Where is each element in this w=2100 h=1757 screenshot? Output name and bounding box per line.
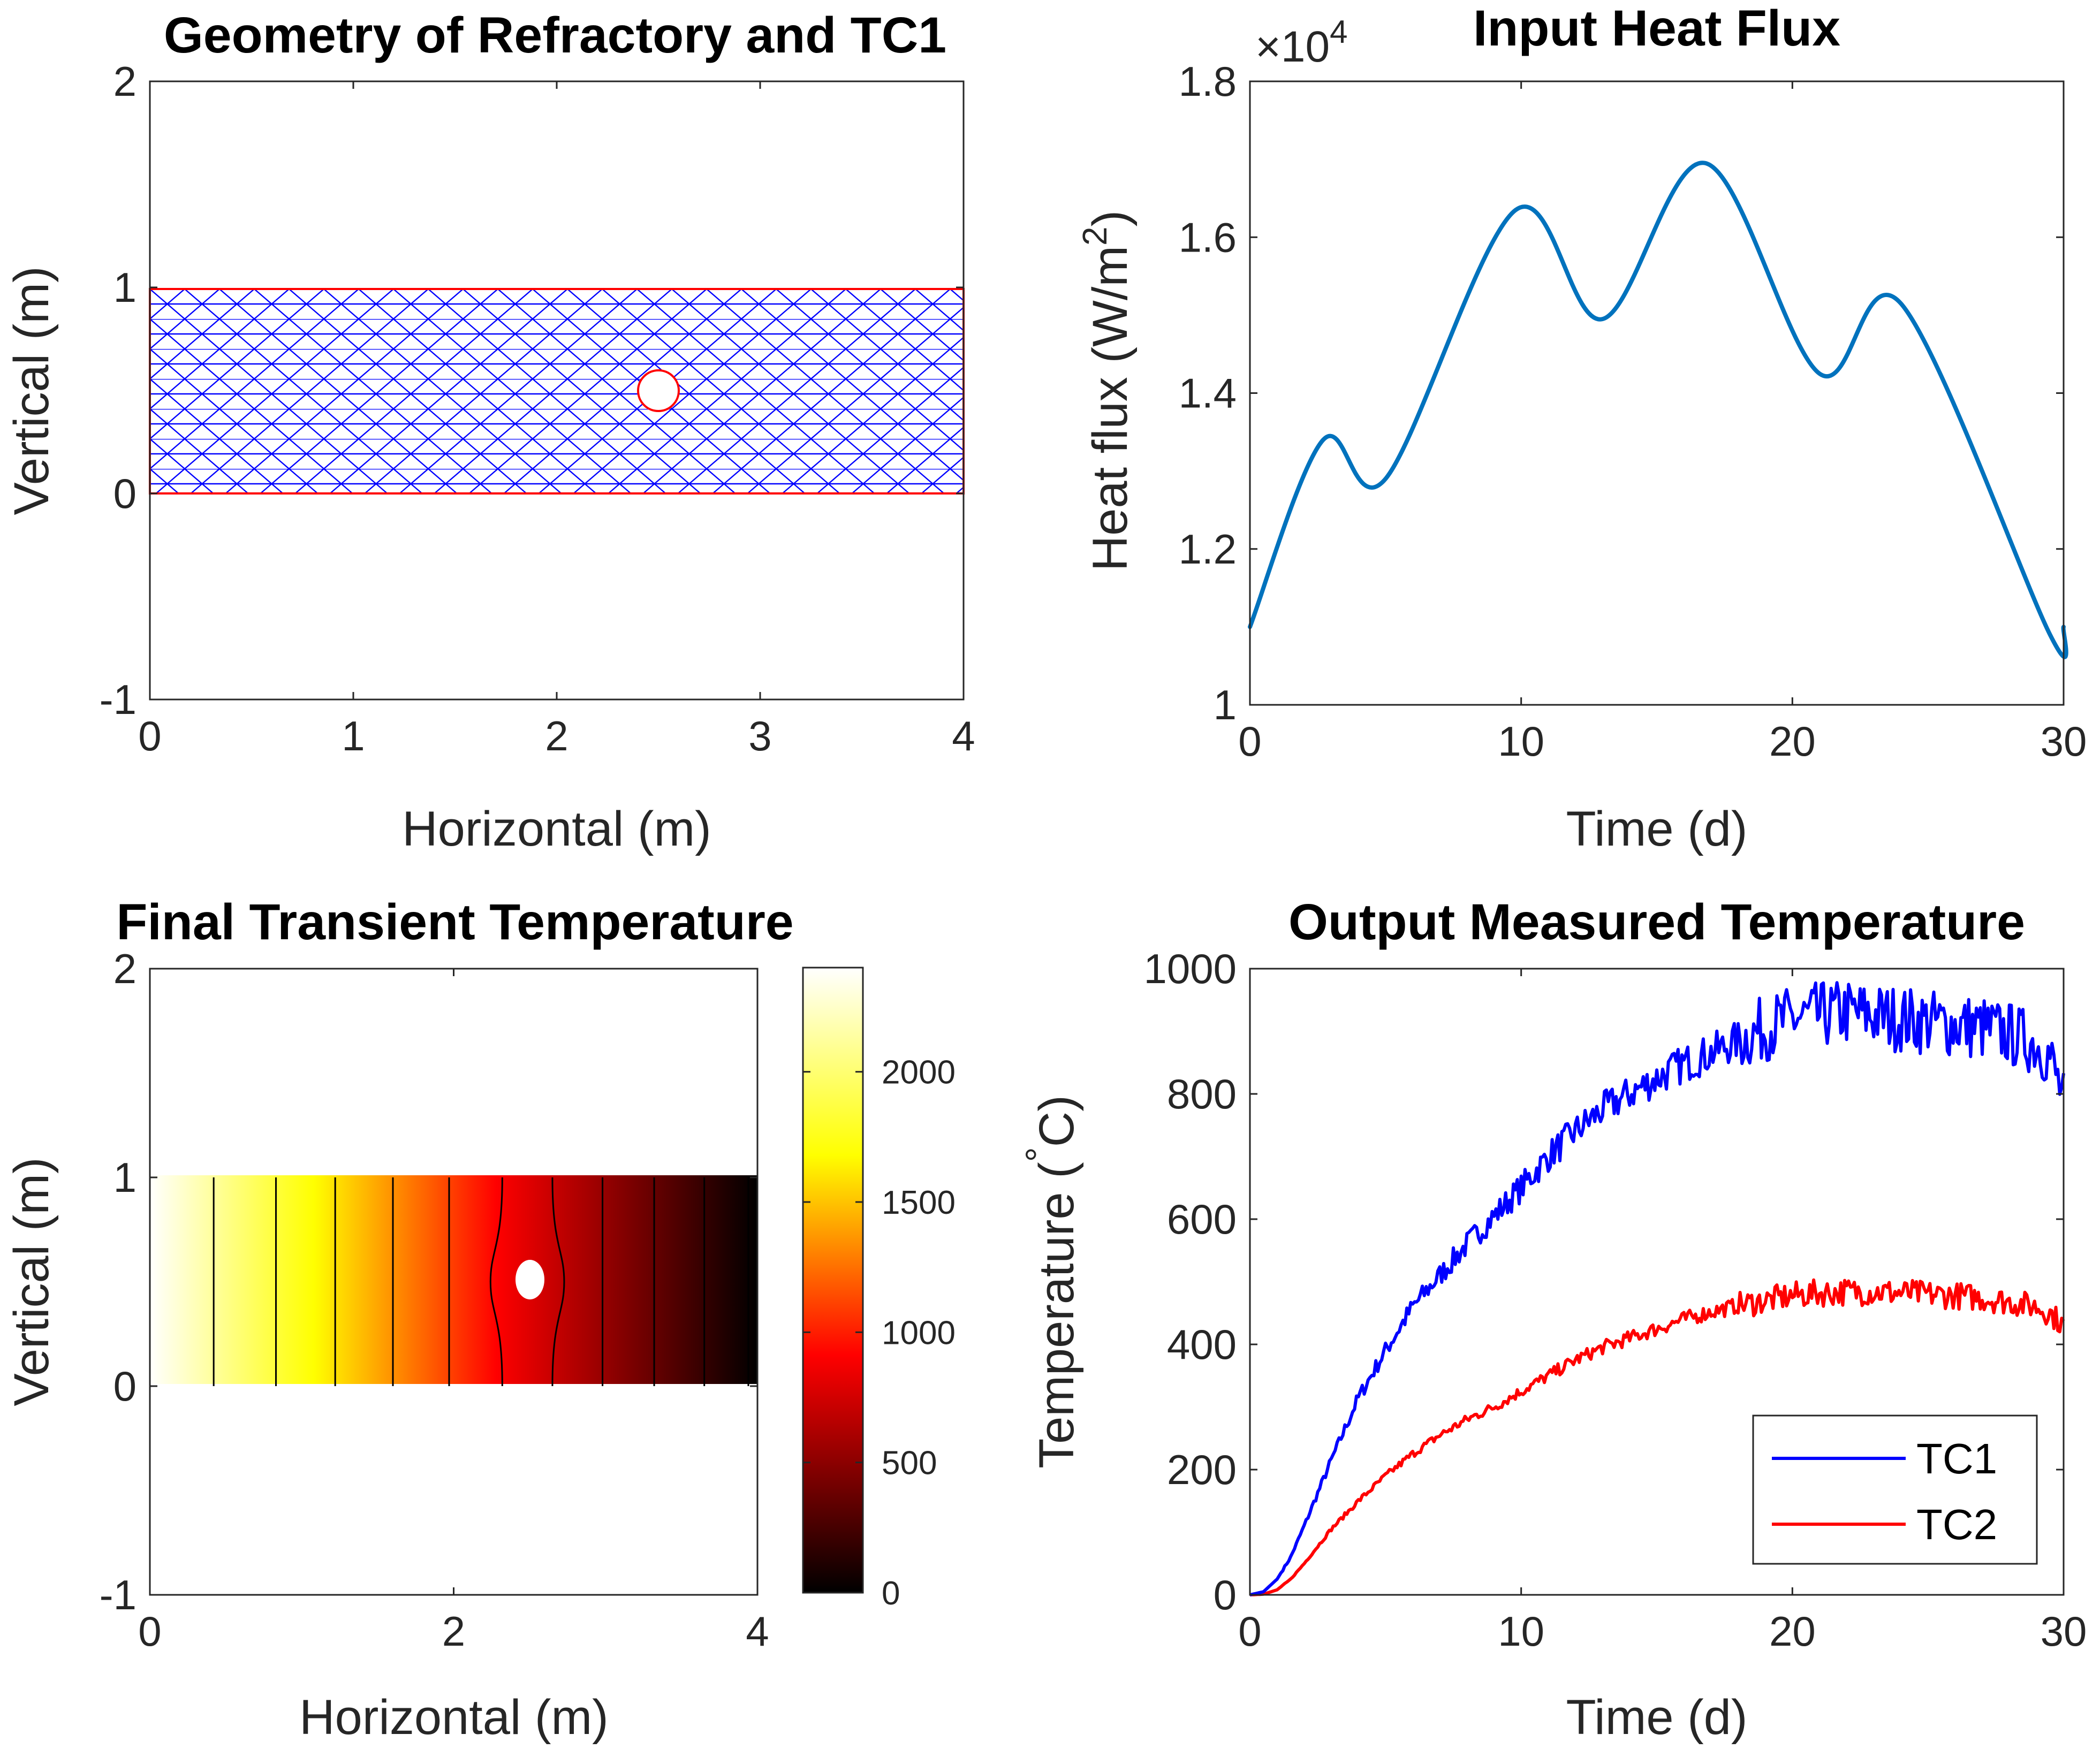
measured-xtick-label: 20 xyxy=(1769,1608,1816,1655)
heatflux-ytick-label: 1.2 xyxy=(1179,526,1237,573)
transient-contours xyxy=(213,1177,749,1387)
geometry-xtick-label: 2 xyxy=(545,712,568,759)
contour-line xyxy=(489,1177,503,1387)
transient-xtick-label: 0 xyxy=(138,1608,161,1655)
panel-measured-temperature: Output Measured Temperature 0 10 20 30 0 200 4… xyxy=(1018,894,2087,1745)
heatflux-line xyxy=(1248,161,2068,659)
measured-ytick-label: 0 xyxy=(1214,1571,1237,1618)
heatflux-xtick-label: 20 xyxy=(1769,718,1816,765)
tc1-line xyxy=(1249,981,2065,1596)
heatflux-ytick-label: 1.4 xyxy=(1179,370,1237,417)
legend-box xyxy=(1752,1414,2038,1565)
measured-xtick-label: 10 xyxy=(1498,1608,1544,1655)
measured-ytick-label: 600 xyxy=(1167,1196,1237,1243)
geometry-ylabel: Vertical (m) xyxy=(4,266,59,515)
colorbar-tick-label: 500 xyxy=(882,1445,937,1482)
colorbar-tick-label: 0 xyxy=(882,1575,900,1612)
measured-xlabel: Time (d) xyxy=(1566,1690,1747,1745)
heatflux-xtick-label: 10 xyxy=(1498,718,1544,765)
geometry-ytick-label: 1 xyxy=(113,264,137,311)
measured-title: Output Measured Temperature xyxy=(1288,894,2025,950)
colorbar-tick-label: 1500 xyxy=(882,1184,956,1221)
geometry-xtick-label: 3 xyxy=(748,712,771,759)
geometry-ytick-label: 0 xyxy=(113,470,137,517)
geometry-xtick-label: 1 xyxy=(342,712,365,759)
measured-ytick-label: 1000 xyxy=(1143,945,1237,992)
transient-hole xyxy=(515,1260,544,1299)
geometry-title: Geometry of Refractory and TC1 xyxy=(164,7,946,64)
measured-xtick-label: 0 xyxy=(1238,1608,1261,1655)
transient-ytick-label: 1 xyxy=(113,1154,137,1201)
heatflux-xtick-label: 0 xyxy=(1238,718,1261,765)
geometry-xlabel: Horizontal (m) xyxy=(402,802,711,856)
colorbar-tick-label: 1000 xyxy=(882,1314,956,1351)
transient-ylabel: Vertical (m) xyxy=(4,1157,59,1406)
legend-tc1-label: TC1 xyxy=(1916,1435,1997,1482)
measured-xtick-label: 30 xyxy=(2041,1608,2087,1655)
transient-ytick-label: -1 xyxy=(100,1571,137,1618)
measured-ytick-label: 800 xyxy=(1167,1070,1237,1117)
geometry-xtick-label: 4 xyxy=(952,712,975,759)
measured-ytick-label: 400 xyxy=(1167,1321,1237,1368)
heatflux-ytick-label: 1.8 xyxy=(1179,58,1237,105)
transient-ytick-label: 0 xyxy=(113,1363,137,1410)
heatflux-exponent: ×104 xyxy=(1255,14,1347,71)
heatflux-title: Input Heat Flux xyxy=(1473,0,1840,57)
geometry-mesh-fill xyxy=(150,289,964,493)
transient-xtick-label: 2 xyxy=(442,1608,465,1655)
legend: TC1 TC2 xyxy=(1752,1414,2038,1565)
transient-ytick-label: 2 xyxy=(113,945,137,992)
geometry-ytick-label: -1 xyxy=(100,676,137,723)
contour-line xyxy=(551,1177,565,1387)
colorbar-tick-label: 2000 xyxy=(882,1054,956,1091)
geometry-ytick-label: 2 xyxy=(113,58,137,105)
transient-xlabel: Horizontal (m) xyxy=(299,1690,609,1745)
measured-ylabel: Temperature (°C) xyxy=(1018,1095,1084,1469)
heatflux-ytick-label: 1.6 xyxy=(1179,214,1237,261)
geometry-hole xyxy=(637,369,680,412)
heatflux-ylabel: Heat flux (W/m2) xyxy=(1075,210,1138,572)
transient-title: Final Transient Temperature xyxy=(116,894,793,950)
colorbar xyxy=(802,967,864,1594)
heatflux-xlabel: Time (d) xyxy=(1566,802,1747,856)
geometry-xtick-label: 0 xyxy=(138,712,161,759)
measured-axes-box xyxy=(1249,968,2065,1596)
heatflux-ytick-label: 1 xyxy=(1214,681,1237,728)
legend-tc2-label: TC2 xyxy=(1916,1501,1997,1548)
panel-geometry: Geometry of Refractory and TC1 0 1 2 3 4-101… xyxy=(4,7,975,856)
transient-xtick-label: 4 xyxy=(746,1608,769,1655)
measured-ytick-label: 200 xyxy=(1167,1446,1237,1493)
tc2-line xyxy=(1249,1278,2065,1596)
panel-heat-flux: Input Heat Flux ×104 0 10 20 30 1 1.2 1.4 1.6 1.… xyxy=(1075,0,2087,856)
heatflux-axes-box xyxy=(1249,80,2065,706)
heatflux-xtick-label: 30 xyxy=(2041,718,2087,765)
transient-heatmap xyxy=(150,1175,757,1384)
